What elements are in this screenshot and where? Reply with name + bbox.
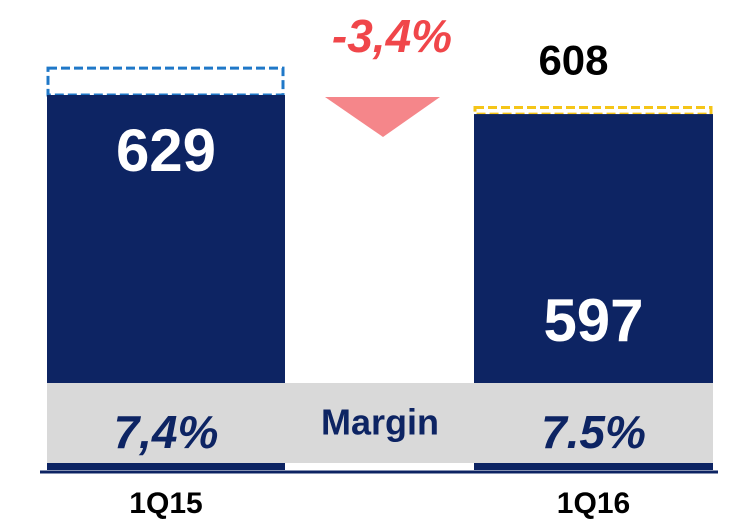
dashed-label: 608 bbox=[538, 37, 608, 84]
bar-label: 629 bbox=[116, 117, 216, 184]
margin-value: 7,4% bbox=[114, 406, 219, 458]
bar-label: 597 bbox=[543, 287, 643, 354]
x-tick-label: 1Q15 bbox=[129, 487, 202, 520]
dashed-box bbox=[473, 106, 713, 116]
x-tick-label: 1Q16 bbox=[557, 487, 630, 520]
change-label: -3,4% bbox=[332, 10, 452, 62]
dashed-box bbox=[46, 66, 285, 97]
change-arrow bbox=[325, 97, 440, 137]
margin-title: Margin bbox=[321, 402, 439, 443]
margin-band bbox=[47, 383, 713, 463]
margin-value: 7.5% bbox=[541, 406, 646, 458]
